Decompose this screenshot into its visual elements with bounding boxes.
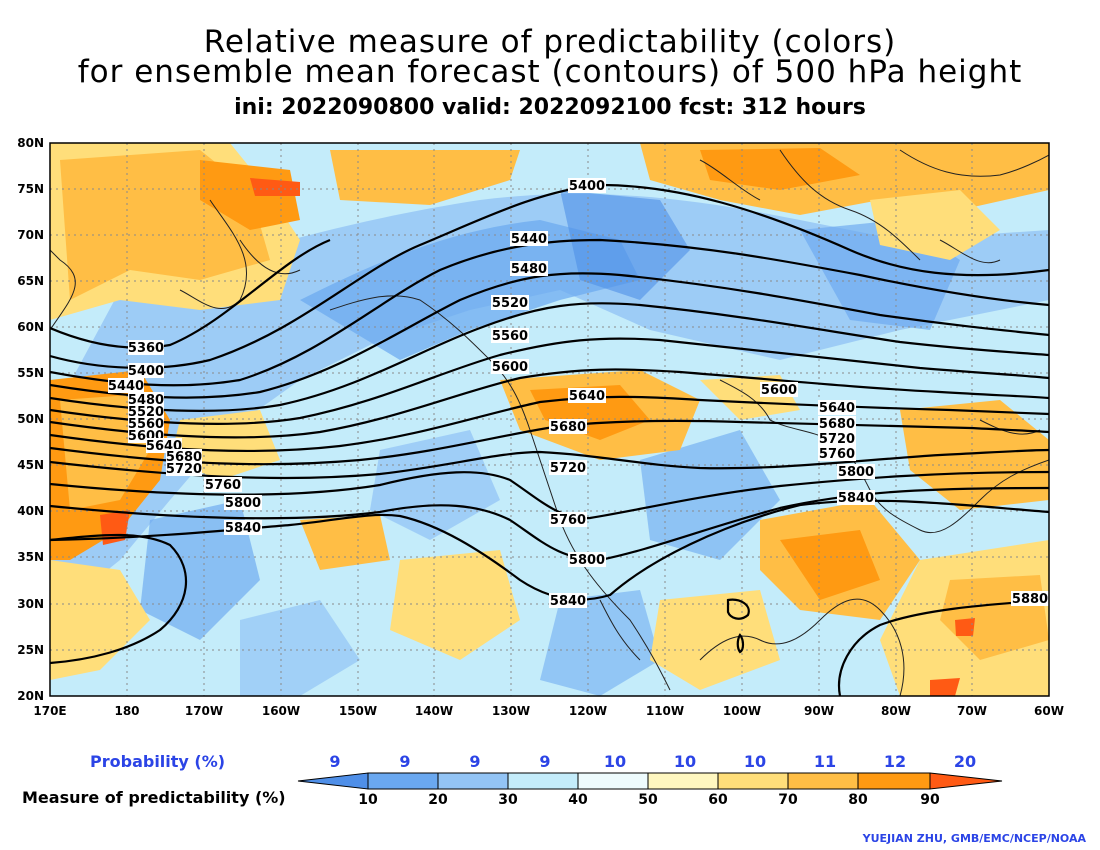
coastlines: [50, 149, 1049, 696]
lon-label-60w: 60W: [1034, 704, 1064, 718]
probability-value: 20: [953, 752, 977, 771]
lon-label-140w: 140W: [414, 704, 454, 718]
contour-label-5800-b: 5800: [569, 553, 605, 568]
color-bar-seg-20-30: [437, 772, 509, 790]
color-bar-seg-70-80: [787, 772, 859, 790]
lon-label-120w: 120W: [568, 704, 608, 718]
color-bar-seg-50-60: [647, 772, 719, 790]
probability-value: 11: [813, 752, 837, 771]
probability-label: Probability (%): [90, 752, 226, 771]
probability-value: 9: [539, 752, 551, 771]
contour-label-5800-c: 5800: [838, 465, 874, 480]
contour-label-5400-b: 5400: [569, 179, 605, 194]
color-bar-seg-30-40: [507, 772, 579, 790]
lat-label-75n: 75N: [17, 182, 44, 196]
lon-label-170w: 170W: [184, 704, 224, 718]
contour-label-5680-b: 5680: [550, 420, 586, 435]
probability-value: 9: [399, 752, 411, 771]
color-bar-tick: 70: [778, 792, 798, 808]
lat-label-60n: 60N: [17, 320, 44, 334]
contour-label-5680-c: 5680: [819, 417, 855, 432]
lat-label-40n: 40N: [17, 504, 44, 518]
color-bar-tick: 40: [568, 792, 588, 808]
lon-label-100w: 100W: [722, 704, 762, 718]
contour-label-5840-c: 5840: [838, 491, 874, 506]
color-bar-tick: 60: [708, 792, 728, 808]
probability-value: 10: [743, 752, 767, 771]
contour-label-5480-b: 5480: [511, 262, 547, 277]
contour-label-5720-c: 5720: [819, 432, 855, 447]
lon-label-130w: 130W: [491, 704, 531, 718]
lon-label-80w: 80W: [881, 704, 911, 718]
probability-value: 12: [883, 752, 907, 771]
lat-label-65n: 65N: [17, 274, 44, 288]
lon-label-90w: 90W: [804, 704, 834, 718]
contour-label-5600-c: 5600: [761, 383, 797, 398]
map-frame: [49, 142, 1050, 697]
measure-label: Measure of predictability (%): [22, 788, 286, 807]
contour-label-5760-c: 5760: [819, 447, 855, 462]
lon-label-70w: 70W: [957, 704, 987, 718]
contour-label-5840-b: 5840: [550, 594, 586, 609]
contour-label-5840: 5840: [225, 521, 261, 536]
title-line-2: for ensemble mean forecast (contours) of…: [77, 54, 1023, 90]
lat-label-20n: 20N: [17, 689, 44, 703]
credit-text: YUEJIAN ZHU, GMB/EMC/NCEP/NOAA: [862, 832, 1086, 845]
contour-label-5760-b: 5760: [550, 513, 586, 528]
color-bar-high-arrow: [929, 772, 1003, 790]
color-bar-tick: 10: [358, 792, 378, 808]
lon-label-110w: 110W: [645, 704, 685, 718]
lat-label-35n: 35N: [17, 550, 44, 564]
contour-label-5640-b: 5640: [569, 389, 605, 404]
contour-label-5560-b: 5560: [492, 329, 528, 344]
color-bar-seg-40-50: [577, 772, 649, 790]
color-bar-low-arrow: [297, 772, 369, 790]
lat-label-50n: 50N: [17, 412, 44, 426]
contour-label-5440-b: 5440: [511, 232, 547, 247]
contour-labels: 5360 5400 5400 5440 5440 5480 5480 5520 …: [108, 178, 1049, 609]
lon-label-170e: 170E: [33, 704, 67, 718]
color-bar-tick: 20: [428, 792, 448, 808]
contour-label-5640-c: 5640: [819, 401, 855, 416]
contour-label-5800: 5800: [225, 496, 261, 511]
color-bar-tick: 90: [920, 792, 940, 808]
title-line-3: ini: 2022090800 valid: 2022092100 fcst: …: [234, 95, 866, 120]
contour-label-5880: 5880: [1012, 592, 1048, 607]
contour-label-5400: 5400: [128, 364, 164, 379]
lon-label-160w: 160W: [261, 704, 301, 718]
title-line-1: Relative measure of predictability (colo…: [203, 24, 897, 60]
contour-label-5520-b: 5520: [492, 296, 528, 311]
contour-label-5600-b: 5600: [492, 360, 528, 375]
color-bar: [297, 772, 1003, 790]
color-bar-tick: 80: [848, 792, 868, 808]
lat-label-25n: 25N: [17, 643, 44, 657]
color-bar-tick: 50: [638, 792, 658, 808]
lat-label-80n: 80N: [17, 136, 44, 150]
contour-label-5440: 5440: [108, 379, 144, 394]
probability-value: 10: [603, 752, 627, 771]
lat-label-55n: 55N: [17, 366, 44, 380]
lat-label-70n: 70N: [17, 228, 44, 242]
lon-label-180: 180: [114, 704, 140, 718]
color-bar-seg-60-70: [717, 772, 789, 790]
color-bar-seg-80-90: [857, 772, 931, 790]
probability-value: 10: [673, 752, 697, 771]
contour-label-5720: 5720: [166, 462, 202, 477]
lon-label-150w: 150W: [338, 704, 378, 718]
probability-value: 9: [469, 752, 481, 771]
contour-label-5360: 5360: [128, 341, 164, 356]
color-bar-tick: 30: [498, 792, 518, 808]
lat-label-30n: 30N: [17, 597, 44, 611]
color-bar-seg-10-20: [367, 772, 439, 790]
lat-label-45n: 45N: [17, 458, 44, 472]
probability-value: 9: [329, 752, 341, 771]
contour-label-5720-b: 5720: [550, 461, 586, 476]
contour-label-5760: 5760: [205, 478, 241, 493]
